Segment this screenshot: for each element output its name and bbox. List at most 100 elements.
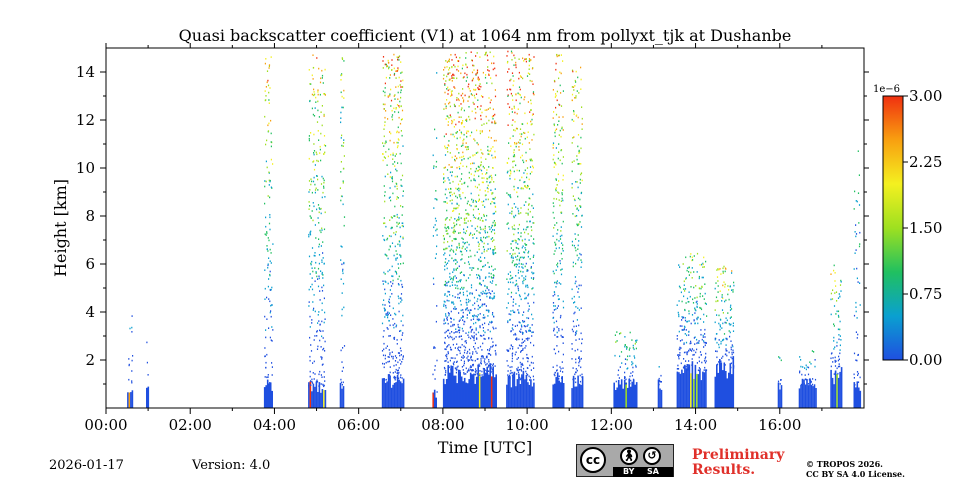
backscatter-point xyxy=(556,184,558,186)
backscatter-point xyxy=(341,246,343,248)
backscatter-point xyxy=(506,250,508,252)
backscatter-point xyxy=(459,373,461,376)
backscatter-point xyxy=(561,234,563,237)
backscatter-point xyxy=(682,317,684,319)
backscatter-point xyxy=(514,142,516,144)
backscatter-point xyxy=(315,96,317,99)
backscatter-point xyxy=(386,65,388,68)
backscatter-point xyxy=(575,81,577,83)
backscatter-point xyxy=(527,269,529,272)
backscatter-point xyxy=(717,291,719,293)
backscatter-point xyxy=(343,139,345,141)
backscatter-point xyxy=(491,282,493,284)
backscatter-point xyxy=(533,133,535,136)
backscatter-point xyxy=(343,97,345,99)
backscatter-point xyxy=(576,285,578,288)
boundary-layer-mark xyxy=(678,372,680,408)
backscatter-point xyxy=(527,101,529,103)
backscatter-point xyxy=(311,93,313,96)
backscatter-point xyxy=(837,314,840,317)
backscatter-point xyxy=(691,259,693,262)
backscatter-point xyxy=(395,271,397,273)
backscatter-point xyxy=(464,146,467,148)
backscatter-point xyxy=(629,347,631,349)
backscatter-point xyxy=(446,197,448,199)
backscatter-point xyxy=(530,369,532,371)
backscatter-point xyxy=(678,313,680,316)
boundary-layer-mark xyxy=(516,379,519,408)
backscatter-point xyxy=(524,58,526,61)
backscatter-point xyxy=(319,370,321,373)
backscatter-point xyxy=(468,331,470,334)
backscatter-point xyxy=(553,305,555,307)
backscatter-point xyxy=(401,286,403,288)
backscatter-point xyxy=(400,72,402,74)
backscatter-point xyxy=(482,71,484,74)
backscatter-point xyxy=(269,336,271,339)
backscatter-point xyxy=(482,228,484,231)
backscatter-point xyxy=(446,295,448,298)
backscatter-point xyxy=(341,134,343,137)
backscatter-point xyxy=(460,279,462,281)
backscatter-point xyxy=(578,361,580,364)
backscatter-point xyxy=(457,347,459,350)
backscatter-point xyxy=(488,166,490,168)
backscatter-point xyxy=(492,312,494,314)
backscatter-point xyxy=(436,72,438,74)
backscatter-point xyxy=(320,132,322,135)
backscatter-point xyxy=(837,365,840,368)
backscatter-point xyxy=(518,223,520,226)
backscatter-point xyxy=(318,385,320,387)
backscatter-point xyxy=(443,303,445,306)
boundary-layer-mark xyxy=(308,382,310,408)
backscatter-point xyxy=(491,240,494,243)
boundary-layer-mark xyxy=(311,391,313,408)
backscatter-point xyxy=(447,60,450,62)
backscatter-point xyxy=(529,111,531,113)
backscatter-point xyxy=(732,349,734,352)
backscatter-point xyxy=(554,241,556,244)
backscatter-point xyxy=(394,233,397,236)
cc-license-badge[interactable]: cc 🚶︎ ↺ BY SA xyxy=(576,444,674,477)
backscatter-point xyxy=(388,374,391,376)
backscatter-point xyxy=(461,356,463,358)
backscatter-point xyxy=(578,364,580,367)
backscatter-point xyxy=(382,142,384,144)
backscatter-point xyxy=(460,346,462,349)
backscatter-point xyxy=(484,54,486,56)
backscatter-point xyxy=(323,153,325,155)
backscatter-point xyxy=(490,346,492,348)
backscatter-point xyxy=(315,237,317,239)
backscatter-point xyxy=(484,230,486,232)
backscatter-point xyxy=(469,311,471,314)
backscatter-point xyxy=(577,116,579,119)
backscatter-point xyxy=(454,155,456,157)
backscatter-point xyxy=(554,305,556,307)
boundary-layer-mark xyxy=(836,373,838,408)
backscatter-point xyxy=(635,339,637,342)
backscatter-point xyxy=(575,358,577,361)
backscatter-point xyxy=(518,277,520,279)
backscatter-point xyxy=(506,192,508,194)
backscatter-point xyxy=(386,327,388,329)
backscatter-point xyxy=(391,59,393,61)
backscatter-point xyxy=(487,153,489,155)
backscatter-point xyxy=(528,250,530,253)
backscatter-point xyxy=(704,336,706,338)
backscatter-point xyxy=(518,252,520,254)
backscatter-point xyxy=(491,121,493,124)
backscatter-point xyxy=(732,325,734,327)
boundary-layer-mark xyxy=(314,386,316,408)
backscatter-point xyxy=(447,73,449,75)
backscatter-point xyxy=(520,345,522,347)
backscatter-point xyxy=(387,311,389,314)
backscatter-point xyxy=(482,96,484,98)
backscatter-point xyxy=(532,287,534,289)
backscatter-point xyxy=(490,366,492,368)
backscatter-point xyxy=(312,202,314,204)
backscatter-point xyxy=(469,309,471,311)
backscatter-point xyxy=(524,186,527,188)
backscatter-point xyxy=(492,344,494,347)
backscatter-point xyxy=(690,349,692,351)
backscatter-point xyxy=(457,293,459,296)
